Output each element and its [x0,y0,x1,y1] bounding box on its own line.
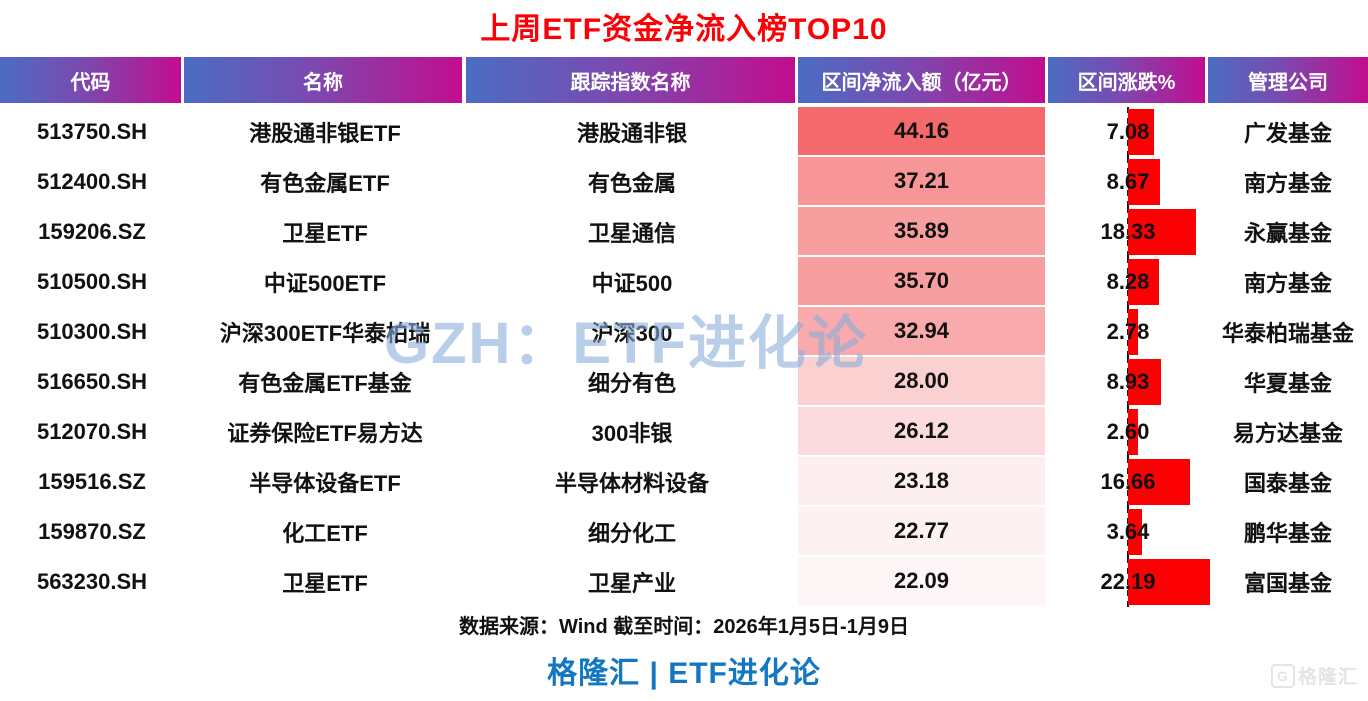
table-body: 513750.SH 港股通非银ETF 港股通非银 44.16 7.08 广发基金… [0,107,1368,607]
header-name: 名称 [184,57,462,103]
cell-code: 159870.SZ [38,519,146,544]
gelonghui-g-icon: G [1270,663,1295,688]
cell-inflow: 22.09 [798,557,1045,607]
cell-name: 卫星ETF [282,221,368,246]
cell-pct-change: 8.93 [1048,357,1208,407]
cell-code: 512070.SH [36,419,148,444]
cell-inflow: 35.89 [798,207,1045,257]
cell-code: 516650.SH [36,369,148,394]
cell-manager: 富国基金 [1243,571,1332,596]
pct-bar [1128,109,1155,155]
cell-inflow: 23.18 [798,457,1045,507]
cell-name: 卫星ETF [282,571,368,596]
cell-manager: 华泰柏瑞基金 [1221,321,1354,346]
cell-index-name: 细分有色 [587,371,676,396]
cell-code: 512400.SH [36,169,148,194]
pct-bar [1128,159,1160,205]
cell-index-name: 有色金属 [587,171,676,196]
cell-inflow: 32.94 [798,307,1045,357]
pct-bar [1128,509,1142,555]
cell-pct-change: 8.67 [1048,157,1208,207]
table-row: 510300.SH 沪深300ETF华泰柏瑞 沪深300 32.94 2.78 … [0,307,1368,357]
pct-bar [1128,559,1210,605]
table-row: 516650.SH 有色金属ETF基金 细分有色 28.00 8.93 华夏基金 [0,357,1368,407]
cell-manager: 易方达基金 [1232,421,1343,446]
cell-name: 有色金属ETF基金 [238,371,412,396]
cell-pct-change: 3.64 [1048,507,1208,557]
cell-index-name: 沪深300 [591,321,673,346]
gelonghui-logo-text: 格隆汇 [1297,667,1358,688]
cell-manager: 南方基金 [1243,171,1332,196]
cell-code: 159206.SZ [38,219,146,244]
cell-index-name: 300非银 [591,421,673,446]
cell-index-name: 细分化工 [587,521,676,546]
cell-pct-change: 18.33 [1048,207,1208,257]
cell-name: 半导体设备ETF [249,471,401,496]
cell-name: 中证500ETF [263,271,387,296]
header-pct-change: 区间涨跌% [1048,57,1205,103]
pct-bar [1128,259,1159,305]
cell-name: 化工ETF [282,521,368,546]
pct-bar [1128,359,1161,405]
cell-name: 沪深300ETF华泰柏瑞 [219,321,431,346]
table-row: 159206.SZ 卫星ETF 卫星通信 35.89 18.33 永赢基金 [0,207,1368,257]
cell-name: 港股通非银ETF [249,121,401,146]
header-code: 代码 [0,57,181,103]
table-row: 512070.SH 证券保险ETF易方达 300非银 26.12 2.60 易方… [0,407,1368,457]
cell-manager: 国泰基金 [1243,471,1332,496]
cell-name: 有色金属ETF [260,171,390,196]
pct-bar [1128,409,1138,455]
data-source-line: 数据来源：Wind 截至时间：2026年1月5日-1月9日 [459,616,909,638]
table-row: 563230.SH 卫星ETF 卫星产业 22.09 22.19 富国基金 [0,557,1368,607]
cell-pct-change: 7.08 [1048,107,1208,157]
cell-inflow: 37.21 [798,157,1045,207]
cell-code: 510500.SH [36,269,148,294]
cell-index-name: 港股通非银 [576,121,687,146]
cell-inflow: 28.00 [798,357,1045,407]
pct-bar [1128,459,1190,505]
cell-inflow: 26.12 [798,407,1045,457]
cell-pct-change: 22.19 [1048,557,1210,607]
cell-inflow: 22.77 [798,507,1045,557]
pct-bar [1128,209,1196,255]
table-row: 159870.SZ 化工ETF 细分化工 22.77 3.64 鹏华基金 [0,507,1368,557]
brand-line: 格隆汇 | ETF进化论 [547,657,821,690]
cell-index-name: 中证500 [591,271,673,296]
table-row: 512400.SH 有色金属ETF 有色金属 37.21 8.67 南方基金 [0,157,1368,207]
cell-code: 159516.SZ [38,469,146,494]
cell-name: 证券保险ETF易方达 [227,421,423,446]
header-index-name: 跟踪指数名称 [466,57,795,103]
header-inflow: 区间净流入额（亿元） [798,57,1045,103]
cell-manager: 鹏华基金 [1243,521,1332,546]
gelonghui-logo: G 格隆汇 [1270,662,1358,689]
cell-pct-change: 2.78 [1048,307,1208,357]
cell-inflow: 44.16 [798,107,1045,157]
cell-index-name: 卫星产业 [587,571,676,596]
table-header-row: 代码 名称 跟踪指数名称 区间净流入额（亿元） 区间涨跌% 管理公司 [0,57,1368,103]
cell-manager: 南方基金 [1243,271,1332,296]
pct-bar [1128,309,1139,355]
cell-index-name: 卫星通信 [587,221,676,246]
cell-manager: 华夏基金 [1243,371,1332,396]
cell-pct-change: 16.66 [1048,457,1208,507]
cell-pct-change: 2.60 [1048,407,1208,457]
cell-manager: 广发基金 [1243,121,1332,146]
header-manager: 管理公司 [1208,57,1368,103]
cell-manager: 永赢基金 [1243,221,1332,246]
table-row: 513750.SH 港股通非银ETF 港股通非银 44.16 7.08 广发基金 [0,107,1368,157]
page-title: 上周ETF资金净流入榜TOP10 [480,13,888,46]
cell-pct-change: 8.28 [1048,257,1208,307]
table-row: 159516.SZ 半导体设备ETF 半导体材料设备 23.18 16.66 国… [0,457,1368,507]
cell-index-name: 半导体材料设备 [554,471,709,496]
cell-code: 510300.SH [36,319,148,344]
table-row: 510500.SH 中证500ETF 中证500 35.70 8.28 南方基金 [0,257,1368,307]
cell-code: 513750.SH [36,119,148,144]
cell-code: 563230.SH [36,569,148,594]
cell-inflow: 35.70 [798,257,1045,307]
